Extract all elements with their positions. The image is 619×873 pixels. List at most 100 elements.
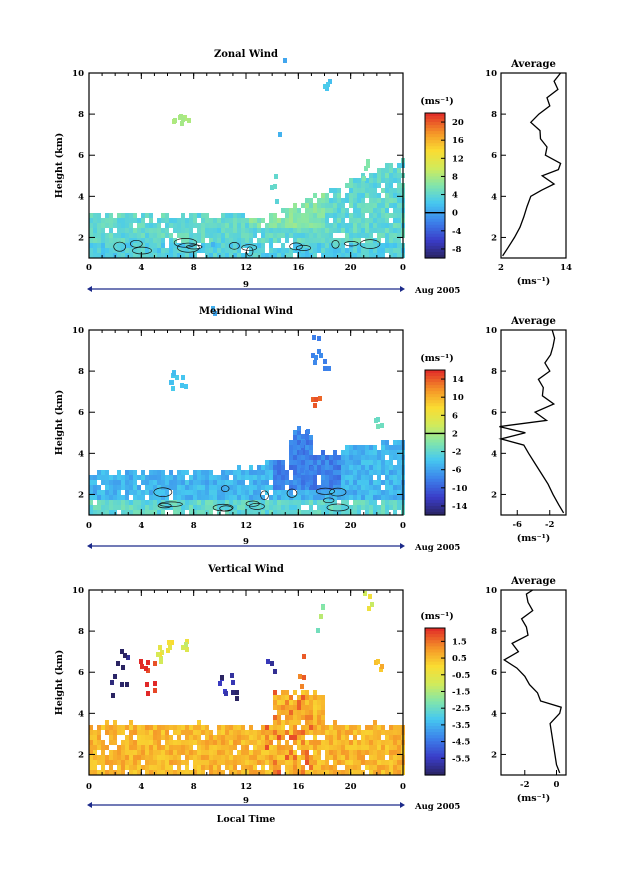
date-month-label: Aug 2005	[414, 286, 460, 296]
profile-y-tick-label: 6	[491, 151, 497, 161]
panel-title: Vertical Wind	[207, 564, 284, 575]
x-tick-label: 12	[240, 782, 252, 792]
profile-line	[502, 589, 562, 774]
profile-x-tick-label: -6	[513, 520, 523, 530]
colorbar-tick-label: 2	[452, 429, 458, 439]
average-profile: 2 4 6 8 10 2 14 Average (ms⁻¹)	[485, 59, 572, 287]
x-tick-label: 0	[86, 263, 92, 273]
profile-y-tick-label: 10	[485, 326, 497, 336]
x-tick-label: 4	[138, 521, 144, 531]
date-day-label: 9	[243, 537, 249, 547]
y-tick-label: 8	[78, 367, 84, 377]
profile-x-tick-label: -2	[520, 780, 530, 790]
profile-y-tick-label: 8	[491, 367, 497, 377]
colorbar-frame	[424, 627, 446, 776]
colorbar-tick-label: 8	[452, 172, 458, 182]
x-tick-label: 8	[191, 782, 197, 792]
contour-lines	[113, 238, 381, 257]
date-axis-arrow	[87, 286, 92, 292]
average-profile: 2 4 6 8 10 -2 0 Average (ms⁻¹)	[485, 576, 567, 804]
profile-y-tick-label: 2	[491, 233, 497, 243]
colorbar-tick-label: -14	[452, 502, 467, 512]
y-tick-label: 2	[78, 233, 84, 243]
colorbar-tick-label: 0.5	[452, 654, 467, 664]
profile-x-label: (ms⁻¹)	[517, 793, 551, 804]
colorbar-tick-label: 1.5	[452, 637, 467, 647]
colorbar-tick-label: 14	[452, 375, 464, 385]
profile-title: Average	[510, 576, 556, 587]
profile-frame	[500, 589, 567, 776]
y-tick-label: 4	[78, 709, 84, 719]
x-tick-label: 4	[138, 782, 144, 792]
contour-lines	[153, 485, 349, 512]
date-axis-arrow	[87, 802, 92, 808]
colorbar: 14 10 6 2 -2 -6 -10 -14 (ms⁻¹)	[420, 353, 467, 516]
colorbar-tick-label: -0.5	[452, 671, 470, 681]
x-tick-label: 16	[292, 263, 304, 273]
profile-x-tick-label: 0	[554, 780, 560, 790]
profile-x-tick-label: 14	[560, 263, 572, 273]
y-tick-label: 10	[72, 69, 84, 79]
colorbar-tick-label: 10	[452, 393, 464, 403]
profile-y-tick-label: 10	[485, 586, 497, 596]
colorbar-tick-label: 4	[452, 191, 458, 201]
colorbar-tick-label: -1.5	[452, 687, 470, 697]
profile-y-tick-label: 8	[491, 627, 497, 637]
date-day-label: 9	[243, 796, 249, 806]
panel-title: Zonal Wind	[214, 49, 278, 60]
date-axis-arrow	[400, 802, 405, 808]
colorbar-tick-label: 20	[452, 118, 464, 128]
y-tick-label: 8	[78, 627, 84, 637]
y-tick-label: 2	[78, 490, 84, 500]
y-tick-label: 10	[72, 326, 84, 336]
profile-y-tick-label: 6	[491, 408, 497, 418]
y-axis-label: Height (km)	[54, 133, 65, 199]
profile-y-tick-label: 4	[491, 709, 497, 719]
y-tick-label: 6	[78, 668, 84, 678]
x-axis-label: Local Time	[217, 814, 276, 825]
x-tick-label: 12	[240, 263, 252, 273]
x-tick-label: 0	[86, 521, 92, 531]
colorbar-tick-label: -6	[452, 466, 462, 476]
y-tick-label: 6	[78, 408, 84, 418]
date-month-label: Aug 2005	[414, 802, 460, 812]
y-tick-label: 4	[78, 192, 84, 202]
x-tick-label: 0	[86, 782, 92, 792]
colorbar: 1.5 0.5 -0.5 -1.5 -2.5 -3.5 -4.5 -5.5 (ms⁻¹)	[420, 611, 470, 776]
x-tick-label: 20	[345, 782, 357, 792]
date-month-label: Aug 2005	[414, 543, 460, 553]
colorbar-unit: (ms⁻¹)	[420, 353, 454, 364]
panel-2: 0 4 8 12 16 20 0 2 4 6 8 10 Meridional Wind Height (k…	[54, 306, 567, 553]
x-tick-label: 16	[292, 782, 304, 792]
colorbar-tick-label: -2.5	[452, 704, 470, 714]
date-axis-arrow	[400, 286, 405, 292]
x-tick-label: 8	[191, 263, 197, 273]
profile-y-tick-label: 4	[491, 192, 497, 202]
profile-frame	[500, 329, 567, 516]
profile-x-label: (ms⁻¹)	[517, 533, 551, 544]
x-tick-label: 0	[400, 263, 406, 273]
x-tick-label: 8	[191, 521, 197, 531]
x-tick-label: 12	[240, 521, 252, 531]
colorbar-unit: (ms⁻¹)	[420, 96, 454, 107]
y-tick-label: 6	[78, 151, 84, 161]
average-profile: 2 4 6 8 10 -6 -2 Average (ms⁻¹)	[485, 316, 567, 544]
profile-line	[498, 329, 565, 514]
date-day-label: 9	[243, 280, 249, 290]
y-tick-label: 2	[78, 750, 84, 760]
field-cells	[89, 335, 405, 515]
x-tick-label: 0	[400, 782, 406, 792]
profile-y-tick-label: 8	[491, 110, 497, 120]
x-tick-label: 4	[138, 263, 144, 273]
colorbar-tick-label: -5.5	[452, 754, 470, 764]
panel-title: Meridional Wind	[199, 306, 293, 317]
profile-frame	[500, 72, 567, 259]
profile-y-tick-label: 2	[491, 490, 497, 500]
x-tick-label: 16	[292, 521, 304, 531]
colorbar-tick-label: 6	[452, 411, 458, 421]
x-tick-label: 0	[400, 521, 406, 531]
profile-line	[502, 72, 562, 257]
profile-y-tick-label: 2	[491, 750, 497, 760]
